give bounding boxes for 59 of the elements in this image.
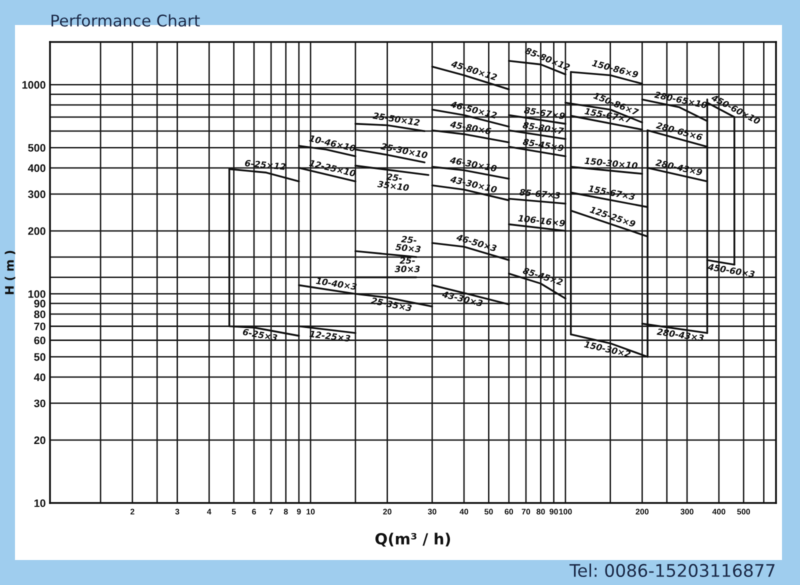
- x-tick-label: 100: [559, 508, 572, 514]
- y-tick-label: 50: [34, 353, 46, 361]
- annotation: 85-80×7: [522, 122, 564, 134]
- x-tick-label: 300: [680, 508, 694, 514]
- annotation: 25- 30×3: [394, 257, 420, 272]
- x-tick-label: 2: [130, 508, 134, 514]
- x-tick-label: 30: [428, 508, 436, 514]
- y-tick-label: 80: [34, 310, 46, 318]
- annotation: 450-60×3: [707, 263, 755, 278]
- x-tick-label: 7: [269, 508, 273, 514]
- annotation: 85-67×9: [524, 106, 566, 120]
- x-tick-label: 20: [383, 508, 392, 514]
- x-tick-label: 3: [175, 508, 180, 514]
- text: Tel: 0086-15203116877: [569, 564, 775, 578]
- y-tick-label: 40: [34, 373, 46, 382]
- annotation: 25- 50×3: [395, 236, 421, 253]
- x-tick-label: 70: [522, 508, 530, 514]
- x-tick-label: 50: [484, 508, 493, 514]
- y-tick-label: 30: [34, 400, 46, 408]
- y-tick-label: 500: [28, 144, 46, 152]
- y-axis-title: H ( m ): [4, 250, 16, 294]
- x-tick-label: 4: [207, 508, 212, 514]
- x-tick-label: 5: [232, 508, 236, 514]
- y-tick-label: 70: [34, 322, 46, 330]
- x-tick-label: 40: [460, 508, 468, 514]
- annotation: 25- 35×10: [377, 173, 410, 192]
- x-axis-title: Q(m³ / h): [375, 532, 450, 547]
- annotation: 155-67×3: [588, 185, 636, 200]
- x-tick-label: 6: [252, 508, 256, 514]
- y-tick-label: 400: [28, 164, 46, 172]
- x-tick-label: 10: [306, 508, 315, 514]
- x-tick-label: 400: [712, 508, 726, 514]
- y-tick-label: 20: [34, 436, 46, 444]
- x-tick-label: 60: [504, 508, 514, 514]
- y-tick-label: 1000: [22, 81, 46, 89]
- annotation: 150-30×10: [584, 157, 638, 170]
- y-tick-label: 60: [34, 336, 46, 344]
- x-tick-label: 9: [296, 508, 301, 514]
- annotation: 12-25×3: [309, 330, 350, 342]
- chart-title: Performance Chart: [52, 14, 200, 27]
- annotation: 45-80×6: [450, 120, 492, 135]
- annotation: 43-30×3: [442, 290, 484, 307]
- annotation: 25-50×12: [372, 112, 420, 126]
- annotation: 85-45×9: [522, 138, 564, 152]
- x-tick-label: 90: [550, 508, 558, 514]
- annotation: 6-25×12: [244, 160, 286, 170]
- y-tick-label: 10: [34, 499, 46, 508]
- annotation: 46-30×10: [449, 156, 498, 172]
- annotation: 106-16×9: [518, 214, 566, 227]
- y-tick-label: 100: [28, 290, 46, 298]
- y-tick-label: 90: [34, 300, 46, 308]
- x-tick-label: 500: [737, 508, 750, 514]
- annotation: 280-43×3: [656, 328, 704, 342]
- x-tick-label: 8: [284, 508, 288, 514]
- x-tick-label: 200: [636, 508, 649, 514]
- y-tick-label: 200: [28, 227, 46, 235]
- annotation: 6-25×3: [242, 328, 278, 342]
- y-tick-label: 300: [28, 190, 46, 198]
- x-tick-label: 80: [536, 508, 545, 514]
